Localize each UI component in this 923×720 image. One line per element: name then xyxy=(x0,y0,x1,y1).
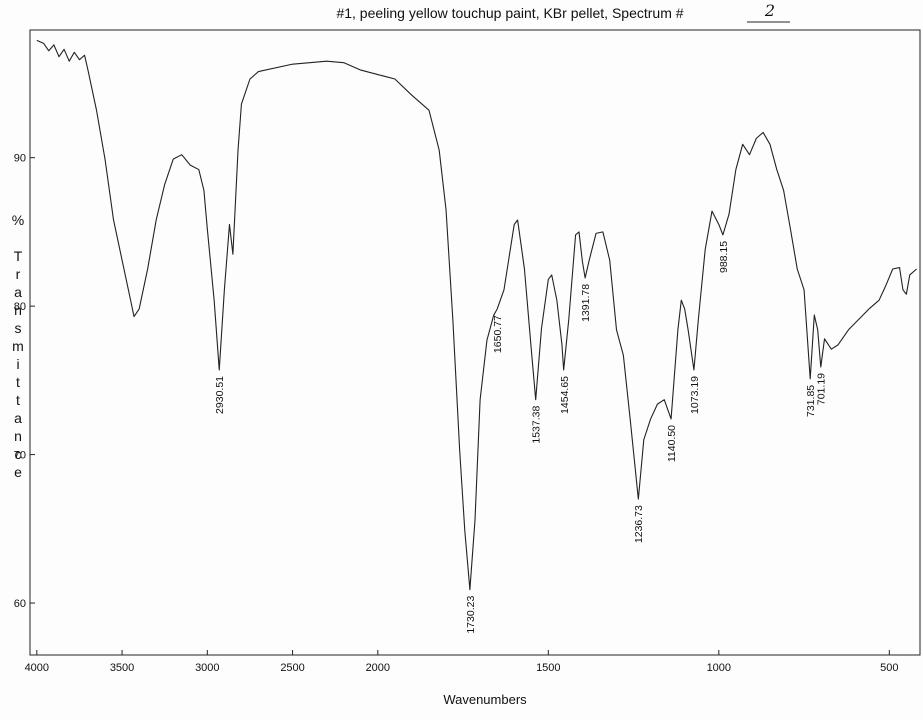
peak-label: 701.19 xyxy=(816,373,828,405)
peak-label: 1454.65 xyxy=(559,376,571,414)
y-tick-label: 70 xyxy=(14,450,26,462)
peak-label: 1236.73 xyxy=(633,505,645,543)
spectrum-line xyxy=(36,39,917,591)
peak-label: 1650.77 xyxy=(492,315,504,353)
x-tick-label: 1000 xyxy=(707,662,731,674)
peak-label: 731.85 xyxy=(805,385,817,417)
peak-label: 2930.51 xyxy=(214,376,226,414)
x-axis-label: Wavenumbers xyxy=(443,692,527,707)
peak-label: 1073.19 xyxy=(689,376,701,414)
x-tick-label: 2500 xyxy=(280,662,304,674)
x-tick-label: 2000 xyxy=(366,662,390,674)
x-tick-label: 3000 xyxy=(195,662,219,674)
y-axis-label: % Transmittance xyxy=(10,212,26,482)
y-tick-label: 60 xyxy=(14,598,26,610)
x-tick-label: 1500 xyxy=(536,662,560,674)
spectrum-number: 2 xyxy=(764,1,775,20)
y-tick-label: 90 xyxy=(14,153,26,165)
chart-title: #1, peeling yellow touchup paint, KBr pe… xyxy=(336,5,683,21)
peak-label: 988.15 xyxy=(718,241,730,273)
peak-label: 1140.50 xyxy=(666,425,678,462)
plot-frame xyxy=(29,29,921,656)
peak-label: 1730.23 xyxy=(465,596,477,634)
x-tick-label: 500 xyxy=(880,662,898,674)
x-tick-label: 4000 xyxy=(25,662,49,674)
y-tick-label: 80 xyxy=(14,301,26,313)
peak-label: 1391.78 xyxy=(580,284,592,322)
x-tick-label: 3500 xyxy=(110,662,134,674)
peak-label: 1537.38 xyxy=(531,406,543,444)
